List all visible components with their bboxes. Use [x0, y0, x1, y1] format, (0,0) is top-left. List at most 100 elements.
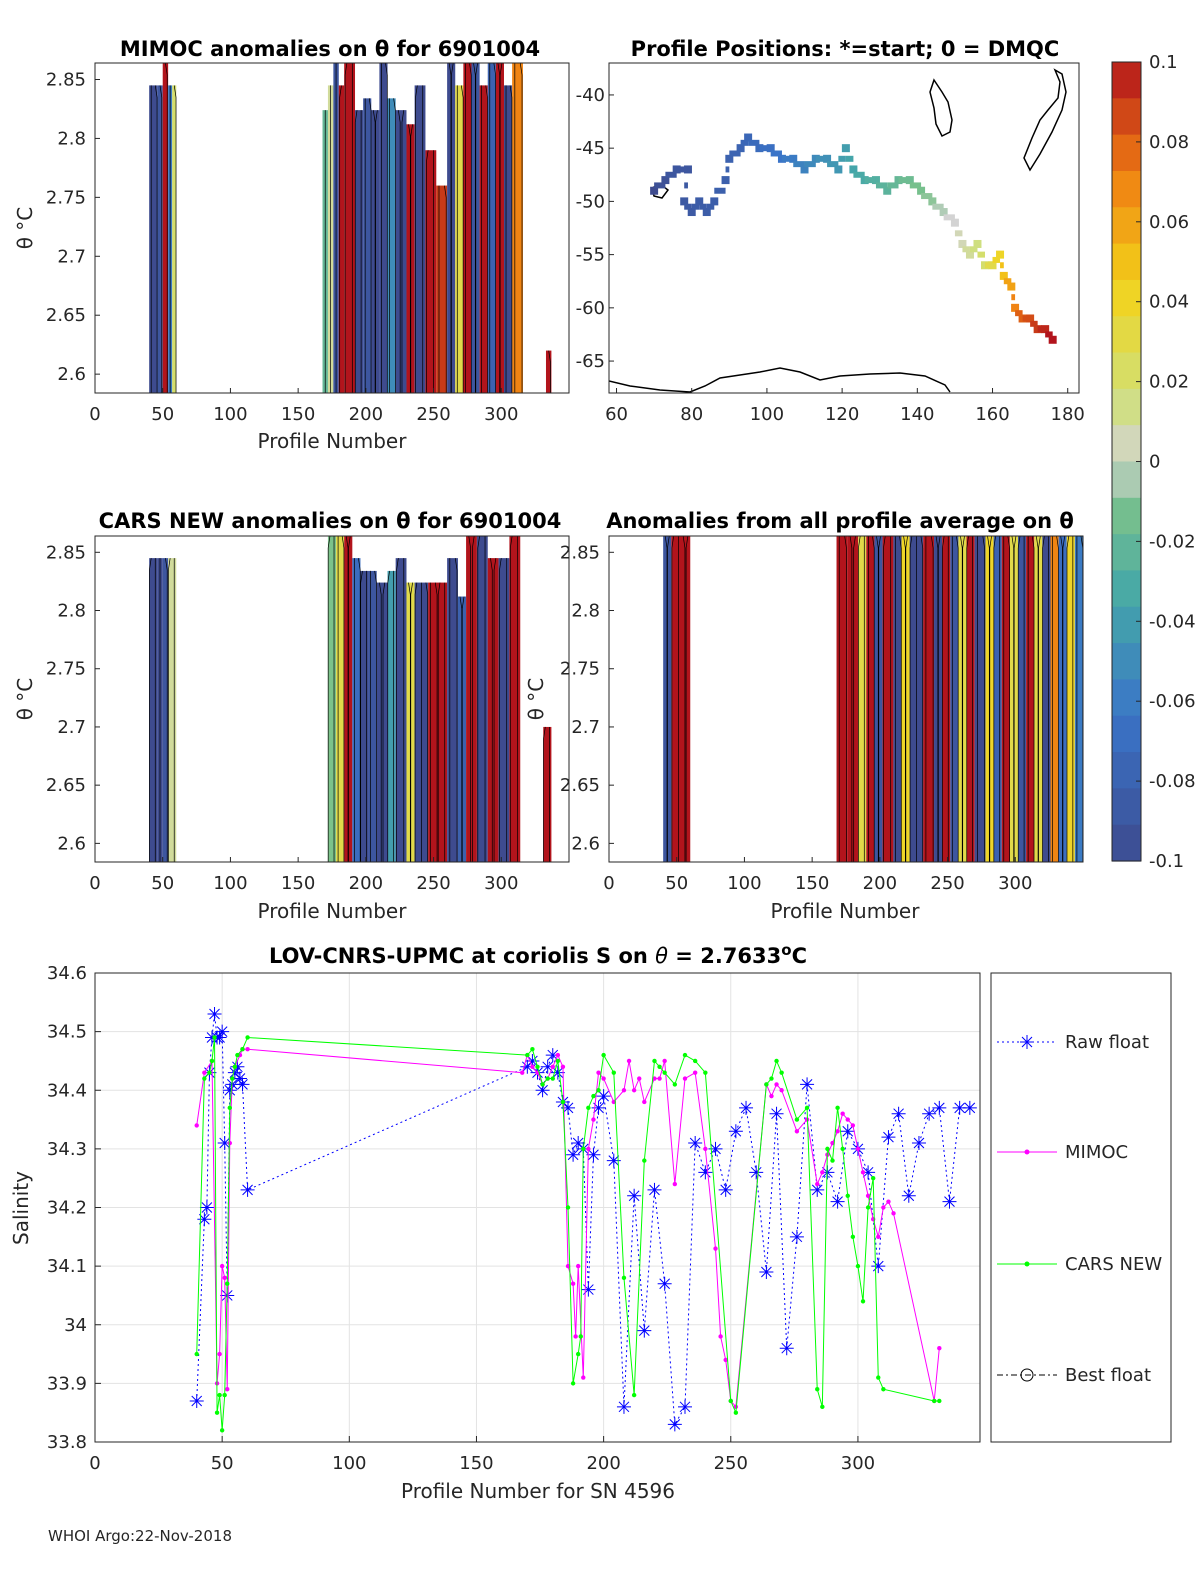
positions-title: Profile Positions: *=start; 0 = DMQC — [631, 37, 1060, 61]
x-tick-label: 250 — [930, 873, 964, 894]
series-marker — [222, 1392, 227, 1398]
contour-line — [477, 536, 480, 862]
position-marker-fill — [845, 155, 854, 162]
contour-line — [682, 536, 686, 862]
raw-float-marker — [871, 1259, 886, 1274]
contour-line — [372, 110, 376, 393]
position-marker-fill — [864, 177, 876, 184]
x-tick-label: 80 — [680, 404, 703, 425]
raw-float-marker — [881, 1130, 896, 1145]
series-marker — [764, 1082, 769, 1087]
raw-float-marker — [596, 1089, 611, 1104]
contour-line — [165, 63, 168, 393]
series-marker — [227, 1105, 232, 1111]
cars-cells — [149, 536, 552, 862]
allavg-title: Anomalies from all profile average on θ — [606, 509, 1074, 533]
series-marker — [774, 1058, 779, 1064]
series-marker — [626, 1058, 632, 1064]
heatmap-cell — [395, 110, 407, 393]
raw-float-marker — [616, 1399, 631, 1414]
series-marker — [881, 1387, 886, 1392]
allavg-axes-frame — [608, 535, 1084, 863]
cars-contours — [149, 536, 550, 862]
salinity-ylabel: Salinity — [9, 1171, 33, 1245]
salinity-title-eq: = 2.7633 — [668, 944, 781, 968]
contour-line — [327, 536, 331, 862]
allavg-contours — [664, 536, 1083, 862]
positions-ticks: 60 80 100 120 140 160 180 -40 -45 -50 -55 -60 -65 — [576, 85, 1085, 425]
series-marker — [718, 1334, 723, 1339]
series-marker — [804, 1105, 810, 1111]
mimoc-title: MIMOC anomalies on θ for 6901004 — [120, 37, 540, 61]
raw-float-marker — [199, 1200, 214, 1215]
position-marker — [721, 176, 730, 185]
allavg-cells — [663, 536, 1083, 862]
legend-label: Raw float — [1065, 1032, 1149, 1053]
contour-line — [149, 558, 152, 862]
contour-line — [493, 63, 496, 393]
heatmap-cell — [344, 63, 356, 393]
contour-line — [982, 536, 985, 862]
contour-line — [497, 63, 501, 393]
position-marker-fill — [1015, 310, 1023, 317]
raw-float-marker — [550, 1065, 565, 1080]
contour-line — [348, 536, 351, 862]
series-marker — [865, 1205, 871, 1210]
position-marker — [958, 239, 967, 248]
series-marker — [860, 1170, 866, 1175]
raw-float-marker — [230, 1059, 245, 1074]
series-marker — [642, 1099, 647, 1105]
position-marker — [702, 208, 711, 217]
raw-float-marker — [891, 1106, 906, 1121]
heatmap-cell — [363, 98, 372, 393]
positions-axes-frame — [608, 62, 1080, 394]
raw-float-marker — [566, 1147, 581, 1162]
footer-text: WHOI Argo:22-Nov-2018 — [48, 1527, 232, 1545]
heatmap-cell — [336, 536, 345, 862]
series-marker — [560, 1064, 566, 1070]
series-marker — [876, 1234, 881, 1240]
series-marker — [596, 1070, 601, 1075]
position-marker — [999, 271, 1008, 280]
contour-line — [382, 582, 386, 862]
heatmap-cell — [487, 63, 496, 393]
contour-line — [1056, 536, 1059, 862]
contour-line — [472, 536, 475, 862]
position-marker-fill — [838, 155, 846, 162]
raw-float-marker — [189, 1393, 204, 1408]
position-marker-fill — [985, 262, 993, 269]
heatmap-cell — [368, 570, 377, 862]
position-marker — [736, 144, 745, 153]
series-marker — [219, 1263, 225, 1269]
heatmap-cell — [352, 558, 361, 862]
series-marker — [728, 1398, 733, 1404]
mimoc-cells — [149, 63, 552, 393]
x-tick-label: 300 — [484, 873, 518, 894]
heatmap-cell — [436, 185, 448, 393]
x-tick-label: 50 — [211, 1453, 234, 1474]
heatmap-cell — [1066, 536, 1075, 862]
contour-line — [410, 582, 413, 862]
position-marker-fill — [921, 193, 933, 200]
series-marker — [733, 1410, 739, 1415]
position-marker-fill — [714, 187, 726, 194]
mimoc-contours — [150, 63, 551, 393]
heatmap-cell — [376, 582, 388, 862]
contour-line — [374, 570, 377, 862]
series-marker — [662, 1070, 667, 1075]
y-tick-label: -50 — [576, 191, 605, 212]
series-marker — [779, 1070, 784, 1075]
series-marker — [672, 1082, 678, 1087]
position-marker — [1007, 282, 1016, 291]
position-marker-fill — [1003, 278, 1012, 285]
series-marker — [570, 1281, 576, 1286]
series-marker — [830, 1158, 835, 1163]
series-marker — [202, 1076, 207, 1081]
raw-float-marker — [678, 1399, 692, 1414]
series-marker — [217, 1392, 222, 1398]
position-marker-fill — [748, 139, 760, 146]
heatmap-cell — [466, 536, 477, 862]
colorbar-segment — [1112, 752, 1141, 789]
raw-float-marker — [800, 1077, 815, 1092]
